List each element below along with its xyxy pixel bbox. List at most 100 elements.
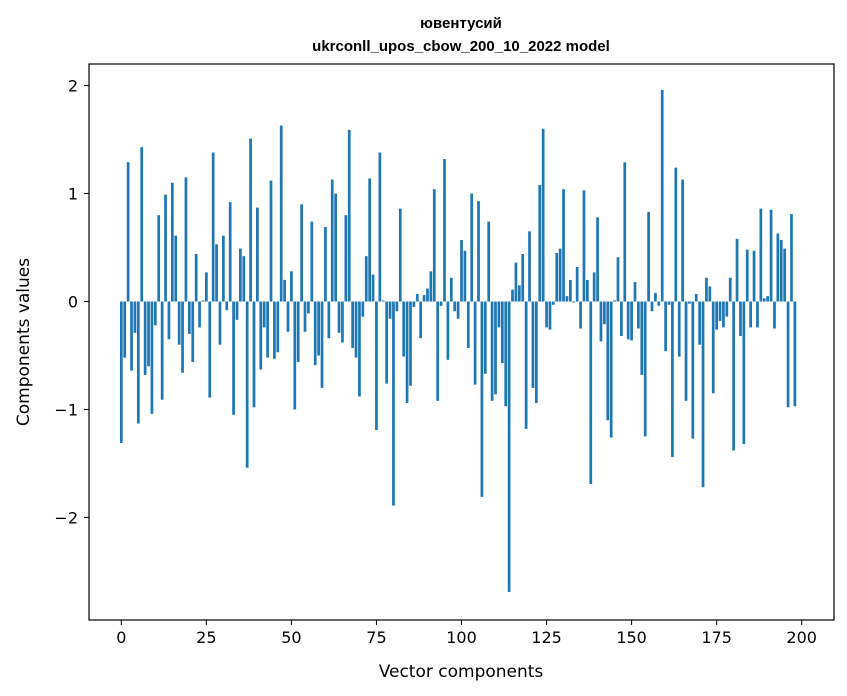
bar-71 <box>361 301 365 317</box>
bar-5 <box>136 301 140 424</box>
x-tick-label: 0 <box>116 628 126 647</box>
bar-90 <box>426 288 429 302</box>
bar-170 <box>698 301 701 345</box>
bar-66 <box>344 215 348 302</box>
bar-29 <box>218 301 222 345</box>
bar-47 <box>279 125 283 302</box>
bar-139 <box>592 272 596 302</box>
bar-132 <box>569 279 572 302</box>
bar-19 <box>184 177 188 302</box>
bar-185 <box>749 301 753 328</box>
bar-87 <box>415 293 419 302</box>
bar-95 <box>443 159 446 302</box>
bar-126 <box>548 301 552 330</box>
bar-134 <box>575 266 579 302</box>
bar-50 <box>290 271 293 302</box>
bar-6 <box>140 147 144 302</box>
bar-88 <box>419 301 423 339</box>
bar-24 <box>201 300 205 302</box>
bar-34 <box>235 301 239 320</box>
bar-69 <box>354 301 358 358</box>
bar-184 <box>745 249 749 302</box>
bar-161 <box>667 301 671 305</box>
bar-106 <box>480 301 484 497</box>
bar-89 <box>422 295 426 302</box>
bar-9 <box>150 301 154 414</box>
bar-192 <box>773 301 776 329</box>
bar-186 <box>752 250 756 302</box>
bar-84 <box>405 301 409 403</box>
bar-72 <box>364 256 368 302</box>
bar-20 <box>187 301 191 334</box>
bar-110 <box>494 301 497 395</box>
bar-141 <box>599 301 603 342</box>
bar-128 <box>555 252 559 302</box>
bar-52 <box>296 301 300 362</box>
bar-30 <box>222 235 225 302</box>
x-tick-label: 150 <box>616 628 647 647</box>
bar-122 <box>534 301 538 403</box>
bar-100 <box>460 239 463 302</box>
bar-169 <box>694 293 698 302</box>
bar-25 <box>205 272 208 302</box>
bar-119 <box>524 301 528 429</box>
bar-12 <box>160 301 164 400</box>
x-tick-label: 125 <box>531 628 562 647</box>
bar-99 <box>456 301 460 319</box>
x-axis-label: Vector components <box>379 662 544 682</box>
bar-148 <box>623 162 627 302</box>
bar-156 <box>650 301 654 312</box>
bar-191 <box>769 209 773 302</box>
bar-37 <box>245 301 249 468</box>
bar-4 <box>133 301 137 333</box>
bar-113 <box>504 301 508 407</box>
bar-15 <box>170 182 174 302</box>
bar-42 <box>262 301 266 328</box>
bar-172 <box>705 277 708 302</box>
bar-111 <box>497 301 501 328</box>
bar-195 <box>783 248 787 302</box>
chart-title-line-2: ukrconll_upos_cbow_200_10_2022 model <box>312 38 610 55</box>
y-tick-label: 2 <box>68 77 78 96</box>
bar-94 <box>439 301 443 306</box>
bar-104 <box>473 301 477 385</box>
bar-190 <box>766 296 770 302</box>
bar-112 <box>500 301 504 364</box>
bar-115 <box>511 289 514 302</box>
bar-16 <box>174 235 178 302</box>
bar-142 <box>603 301 606 325</box>
bar-35 <box>239 248 242 302</box>
bar-27 <box>211 152 215 302</box>
bar-17 <box>177 301 181 345</box>
bar-40 <box>256 207 259 302</box>
bar-157 <box>654 292 657 302</box>
bar-124 <box>541 128 545 302</box>
bar-0 <box>119 301 123 443</box>
bar-146 <box>616 257 620 302</box>
bar-168 <box>691 301 695 439</box>
bar-21 <box>191 301 195 362</box>
bar-171 <box>701 301 705 488</box>
bar-22 <box>194 254 198 302</box>
bar-107 <box>483 301 487 374</box>
bar-125 <box>545 301 548 328</box>
bar-129 <box>558 248 562 302</box>
bar-127 <box>551 301 555 305</box>
bar-162 <box>671 301 674 457</box>
bar-10 <box>153 301 157 326</box>
bar-86 <box>412 301 416 307</box>
bar-45 <box>273 301 276 359</box>
bar-158 <box>657 301 661 306</box>
bar-147 <box>620 301 623 337</box>
bar-182 <box>739 301 742 337</box>
bar-175 <box>715 301 718 330</box>
bar-61 <box>327 301 331 339</box>
bar-54 <box>303 301 307 332</box>
bar-163 <box>674 167 678 302</box>
x-tick-label: 175 <box>701 628 732 647</box>
bar-164 <box>677 301 681 357</box>
bar-166 <box>684 301 688 401</box>
x-axis: 0 25 50 75 100 125 150 175 200 <box>116 620 817 647</box>
bar-85 <box>409 301 412 386</box>
